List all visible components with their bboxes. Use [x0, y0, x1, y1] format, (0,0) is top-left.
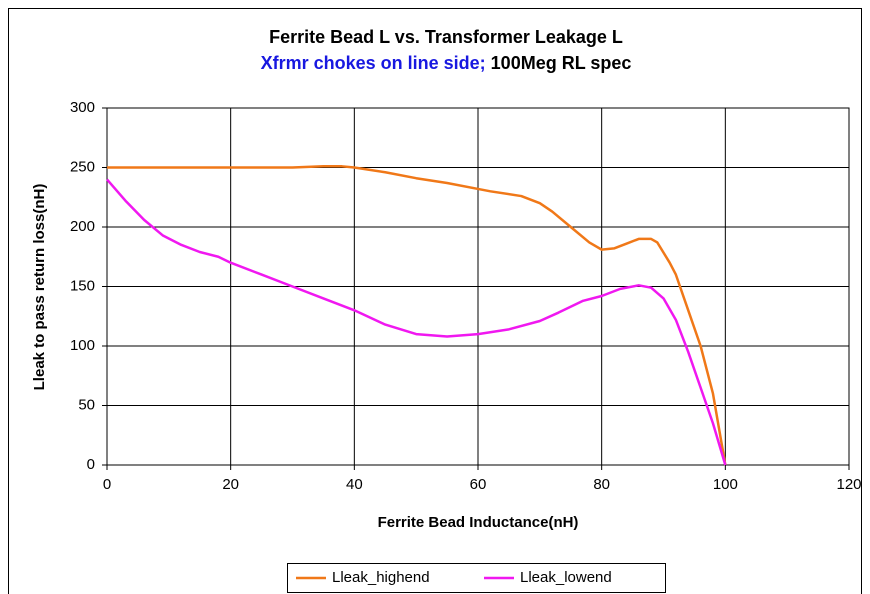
legend-label: Lleak_highend: [332, 569, 430, 586]
x-axis-title: Ferrite Bead Inductance(nH): [378, 514, 579, 531]
x-tick-label: 120: [836, 476, 861, 493]
x-tick-label: 80: [593, 476, 610, 493]
y-tick-label: 0: [87, 456, 95, 473]
plot-frame: [106, 107, 850, 466]
chart-title: Ferrite Bead L vs. Transformer Leakage L: [269, 27, 623, 47]
x-tick-label: 60: [470, 476, 487, 493]
x-tick-label: 0: [103, 476, 111, 493]
y-tick-label: 300: [70, 99, 95, 116]
x-tick-label: 100: [713, 476, 738, 493]
chart-frame: [8, 8, 862, 594]
series-line: [107, 165, 727, 466]
y-tick-label: 100: [70, 337, 95, 354]
subtitle-part: Xfrmr chokes on line side;: [261, 53, 486, 73]
legend-box: [287, 563, 666, 593]
subtitle-part: 100Meg RL spec: [491, 53, 632, 73]
legend-label: Lleak_lowend: [520, 569, 612, 586]
y-axis-title: Lleak to pass return loss(nH): [31, 184, 48, 391]
y-tick-label: 150: [70, 277, 95, 294]
y-tick-label: 50: [78, 396, 95, 413]
y-tick-label: 200: [70, 218, 95, 235]
series-line: [106, 178, 727, 466]
y-tick-label: 250: [70, 158, 95, 175]
x-tick-label: 20: [222, 476, 239, 493]
chart-subtitle: Xfrmr chokes on line side; 100Meg RL spe…: [261, 53, 632, 73]
x-tick-label: 40: [346, 476, 363, 493]
